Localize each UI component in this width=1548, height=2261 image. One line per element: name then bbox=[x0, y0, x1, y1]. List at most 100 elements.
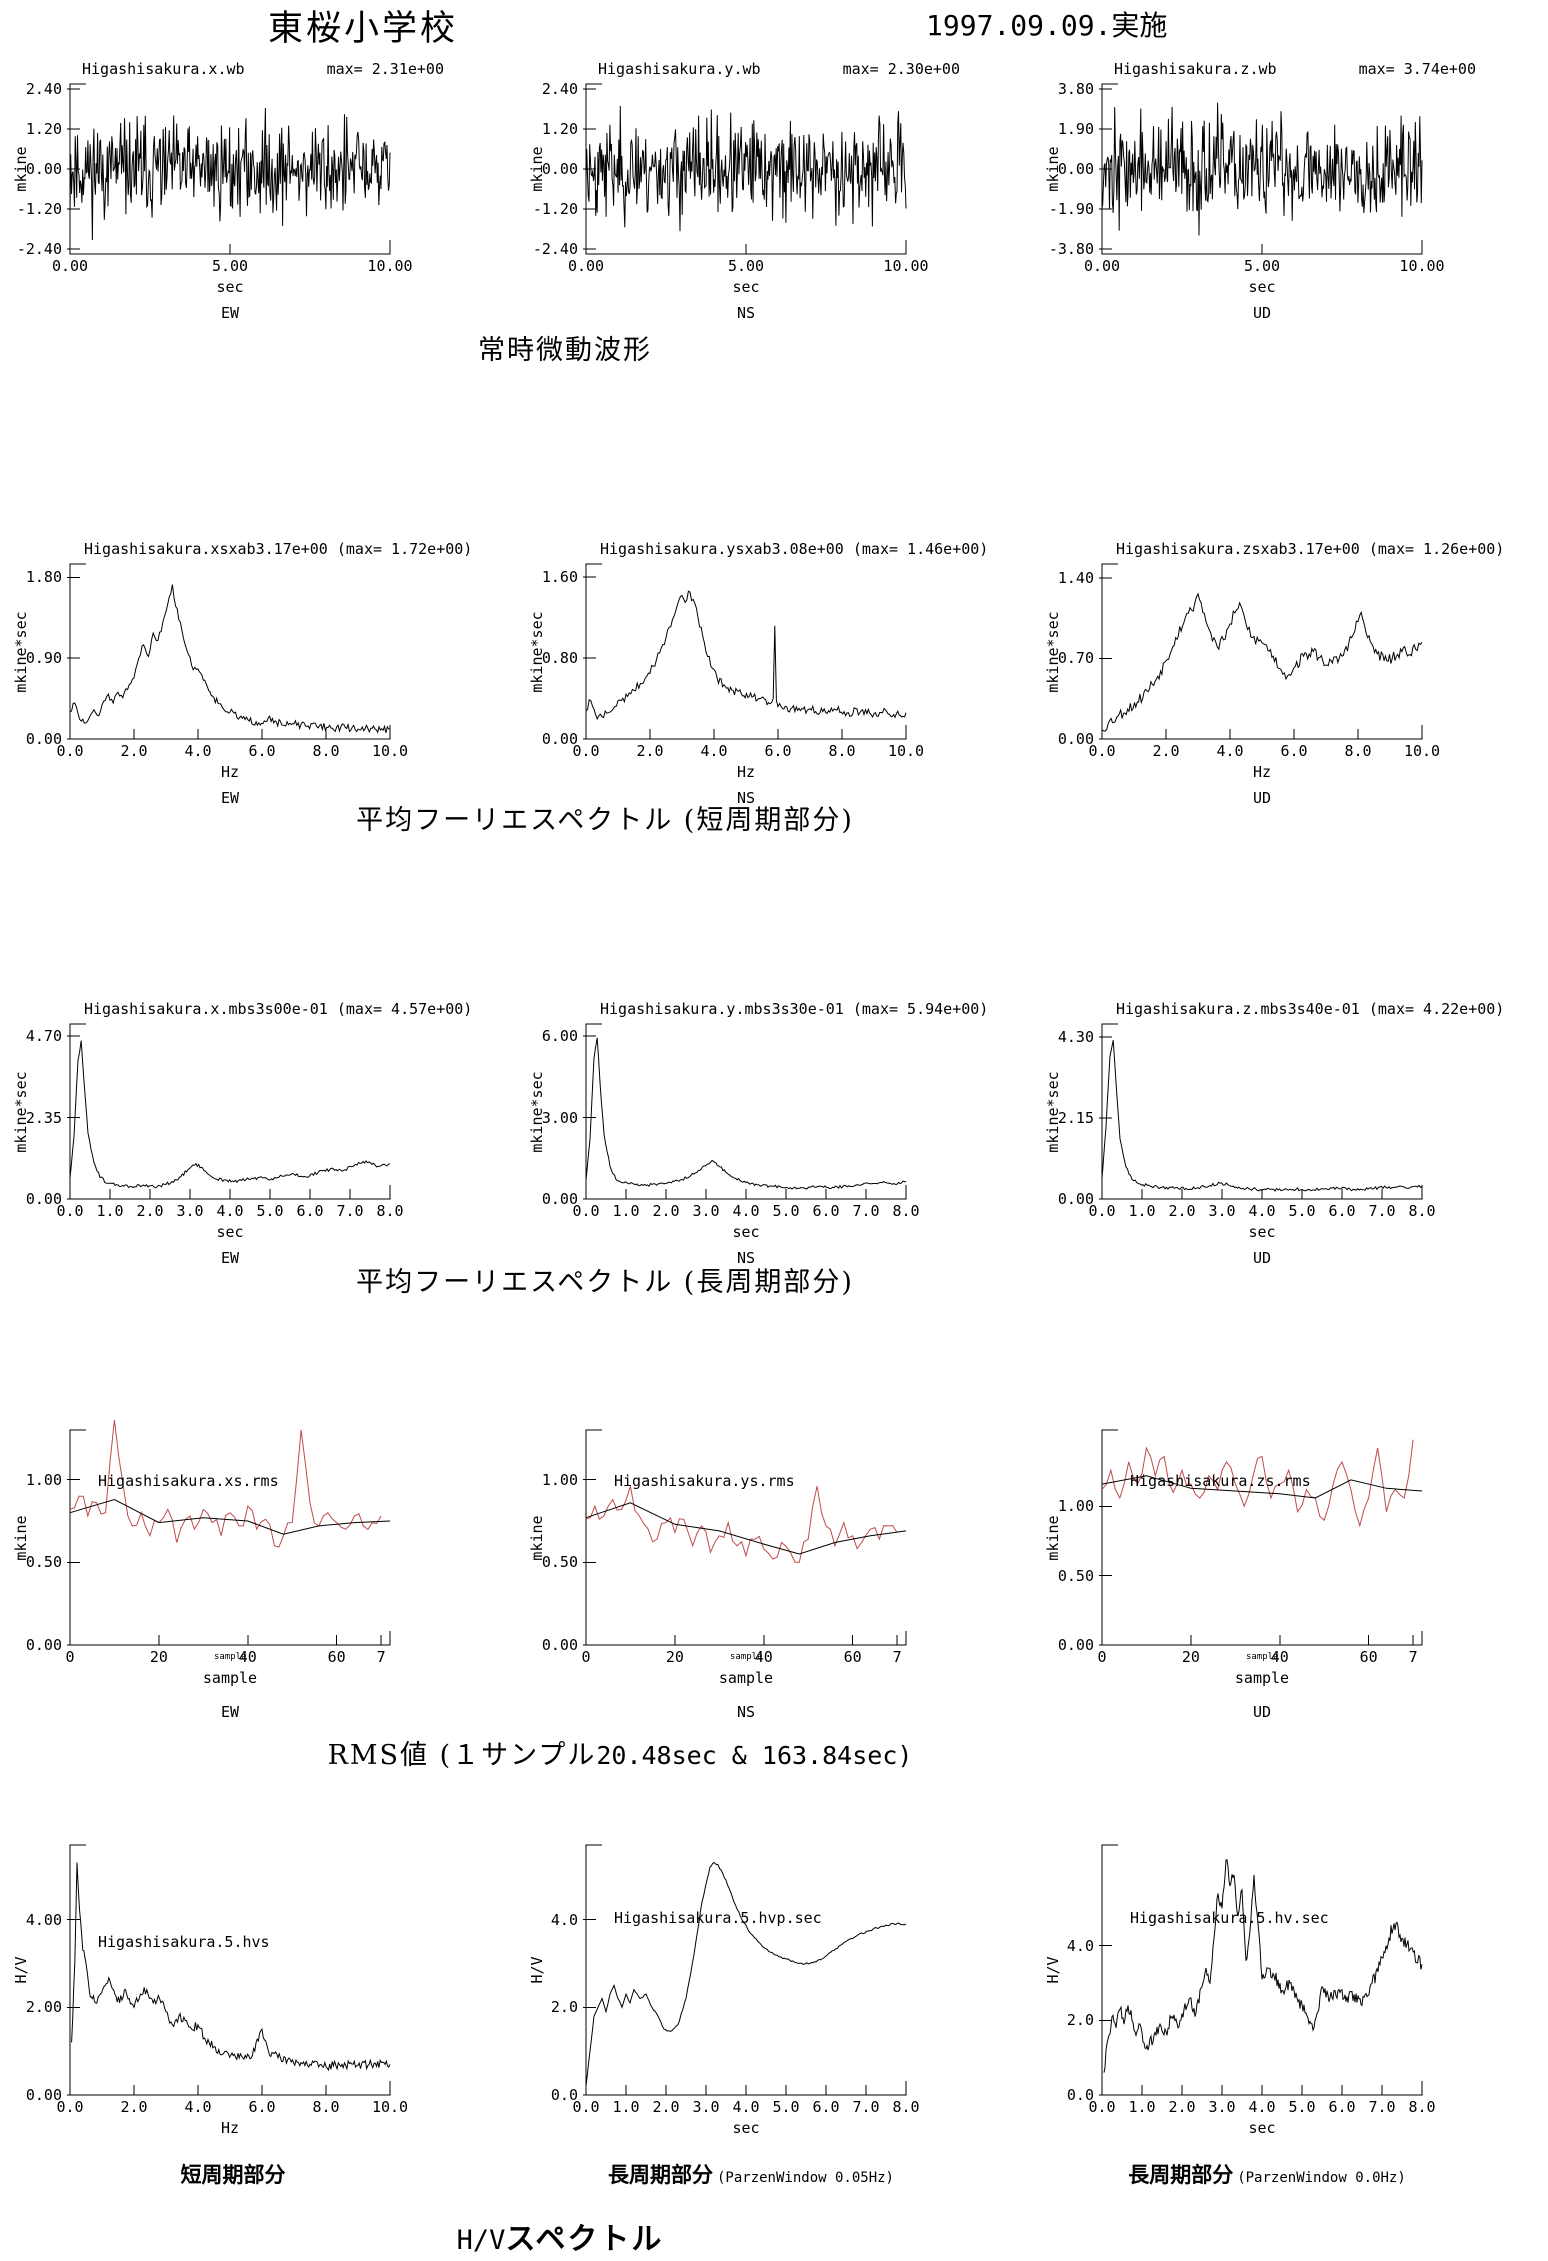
x-axis-label: Hz bbox=[220, 2119, 240, 2137]
y-tick-label: 1.20 bbox=[541, 120, 578, 138]
x-tick-label: 6.0 bbox=[1328, 1202, 1356, 1220]
y-tick-label: 0.00 bbox=[541, 1636, 578, 1654]
series-rms-trend bbox=[585, 1502, 907, 1555]
caption-jp: 長周期部分 bbox=[607, 2162, 713, 2187]
y-axis-label: H/V bbox=[1044, 1956, 1062, 1984]
x-tick-label: 4.0 bbox=[184, 742, 212, 760]
chart-waveform-ud: Higashisakura.z.wb max= 3.74e+00 mkine 3… bbox=[1032, 60, 1548, 322]
rms-caption-values: 20.48sec & 163.84sec) bbox=[596, 1741, 913, 1770]
x-tick-label: 5.00 bbox=[211, 257, 249, 275]
x-tick-label: 1.0 bbox=[1128, 1202, 1156, 1220]
x-tick-label: 10.00 bbox=[883, 257, 929, 275]
x-tick-label: 7 bbox=[376, 1648, 386, 1666]
x-tick-label: 0 bbox=[1097, 1648, 1107, 1666]
chart-title: Higashisakura.xs.rms bbox=[98, 1472, 279, 1490]
y-tick-label: 0.70 bbox=[1057, 649, 1094, 668]
waveform-row: Higashisakura.x.wb max= 2.31e+00 mkine 2… bbox=[0, 60, 1548, 322]
x-tick-label: 4.0 bbox=[700, 742, 728, 760]
y-tick-label: 0.00 bbox=[25, 1190, 62, 1208]
chart-header: Higashisakura.x.wb max= 2.31e+00 bbox=[70, 60, 444, 84]
x-tick-label: 6.0 bbox=[764, 742, 792, 760]
axis-frame bbox=[67, 83, 391, 255]
y-tick-label: -2.40 bbox=[532, 240, 578, 258]
component-label: NS bbox=[736, 1703, 756, 1721]
x-tick-label: 1.0 bbox=[612, 2098, 640, 2116]
plot-svg bbox=[67, 1420, 391, 1646]
y-tick-label: -1.20 bbox=[532, 200, 578, 218]
y-tick-label: 0.50 bbox=[1057, 1566, 1094, 1585]
series-hv bbox=[1103, 1859, 1423, 2073]
x-tick-label: 0.0 bbox=[1088, 1202, 1116, 1220]
x-tick-label: 2.0 bbox=[652, 2098, 680, 2116]
chart-title: Higashisakura.5.hv.sec bbox=[1130, 1909, 1329, 1927]
x-tick-label: 0.0 bbox=[56, 742, 84, 760]
y-tick-label: 1.60 bbox=[541, 568, 578, 587]
x-tick-label: 2.0 bbox=[1168, 1202, 1196, 1220]
plot-svg bbox=[67, 563, 391, 740]
plot-area: 1.40 0.70 0.00 0.0 2.0 4.0 6.0 8.0 10.0 bbox=[1058, 563, 1440, 760]
y-tick-label: 0.00 bbox=[541, 160, 578, 178]
axis-frame bbox=[583, 1844, 907, 2096]
y-tick-label: 0.00 bbox=[541, 730, 578, 748]
x-tick-label: 2.0 bbox=[120, 2098, 148, 2116]
x-tick-label: 4.0 bbox=[1248, 2098, 1276, 2116]
axis-frame bbox=[583, 563, 907, 740]
x-tick-label: 2.0 bbox=[120, 742, 148, 760]
x-tick-label: 7.0 bbox=[336, 1202, 364, 1220]
y-tick-label: 0.00 bbox=[1057, 1190, 1094, 1208]
chart-caption: 長周期部分 (ParzenWindow 0.0Hz) bbox=[1102, 2159, 1432, 2189]
series-waveform bbox=[69, 107, 391, 241]
survey-date: 1997.09.09.実施 bbox=[926, 9, 1168, 42]
component-label: NS bbox=[736, 304, 756, 322]
plot-area: 4.70 2.35 0.00 0.0 1.0 2.0 3.0 4.0 5.0 6.0 7.0 8.0 bbox=[26, 1023, 404, 1220]
chart-title: Higashisakura.z.wb bbox=[1114, 60, 1277, 78]
series-waveform bbox=[1101, 102, 1423, 236]
x-tick-label: 40 bbox=[1270, 1648, 1289, 1666]
plot-svg bbox=[583, 1844, 907, 2096]
x-tick-label: 0.0 bbox=[56, 1202, 84, 1220]
chart-waveform-ew: Higashisakura.x.wb max= 2.31e+00 mkine 2… bbox=[0, 60, 516, 322]
x-tick-label: 0.0 bbox=[1088, 742, 1116, 760]
y-tick-label: 3.80 bbox=[1057, 80, 1094, 99]
x-tick-label: 2.0 bbox=[1152, 742, 1180, 760]
y-axis-label: H/V bbox=[12, 1956, 30, 1984]
y-tick-label: -1.20 bbox=[16, 200, 62, 218]
plot-svg bbox=[1099, 1023, 1423, 1200]
plot-area: Higashisakura.5.hvp.sec 4.0 2.0 0.0 0.0 1.0 2… bbox=[551, 1844, 920, 2116]
x-tick-label: 5.0 bbox=[772, 2098, 800, 2116]
series-spectrum bbox=[585, 590, 907, 721]
x-tick-label: 60 bbox=[327, 1648, 346, 1666]
x-tick-label: 40 bbox=[238, 1648, 257, 1666]
figure-title-jp: スペクトル bbox=[505, 2222, 664, 2257]
y-axis-label: mkine bbox=[1044, 1514, 1062, 1561]
y-tick-label: 1.80 bbox=[25, 568, 62, 587]
x-tick-label: 1.0 bbox=[96, 1202, 124, 1220]
chart-fourier-long-ew: Higashisakura.x.mbs3s00e-01 (max= 4.57e+… bbox=[0, 1000, 516, 1267]
y-tick-label: 0.00 bbox=[541, 1190, 578, 1208]
x-tick-label: 1.0 bbox=[612, 1202, 640, 1220]
plot-svg bbox=[583, 83, 907, 255]
y-tick-label: 1.00 bbox=[541, 1470, 578, 1489]
fourier-long-row: Higashisakura.x.mbs3s00e-01 (max= 4.57e+… bbox=[0, 1000, 1548, 1267]
axis-frame bbox=[67, 563, 391, 740]
x-tick-label: 8.0 bbox=[376, 1202, 404, 1220]
x-axis-label: sec bbox=[216, 278, 244, 296]
x-tick-label: 8.0 bbox=[312, 742, 340, 760]
section-caption-waveform: 常時微動波形 bbox=[478, 335, 652, 366]
chart-rms-ns: mkine Higashisakura.ys.rms 1.00 0.50 0.00 0… bbox=[516, 1429, 1032, 1721]
chart-header: Higashisakura.x.mbs3s00e-01 (max= 4.57e+… bbox=[84, 1000, 473, 1018]
component-label: EW bbox=[220, 1703, 240, 1721]
x-tick-label: 20 bbox=[665, 1648, 684, 1666]
plot-area: 3.80 1.90 0.00 -1.90 -3.80 0.00 5.00 10.00 bbox=[1049, 80, 1445, 275]
y-tick-label: -2.40 bbox=[16, 240, 62, 258]
plot-area: 1.80 0.90 0.00 0.0 2.0 4.0 6.0 8.0 10.0 bbox=[26, 563, 408, 760]
plot-svg bbox=[1099, 563, 1423, 740]
x-tick-label: 10.00 bbox=[1399, 257, 1445, 275]
caption-jp: 長周期部分 bbox=[1128, 2162, 1234, 2187]
series-waveform bbox=[585, 105, 907, 232]
component-label: UD bbox=[1252, 304, 1272, 322]
x-tick-label: 8.0 bbox=[1408, 2098, 1436, 2116]
chart-title: Higashisakura.5.hvp.sec bbox=[614, 1909, 822, 1927]
x-axis-label: Hz bbox=[1252, 763, 1272, 781]
x-tick-label: 3.0 bbox=[1208, 1202, 1236, 1220]
